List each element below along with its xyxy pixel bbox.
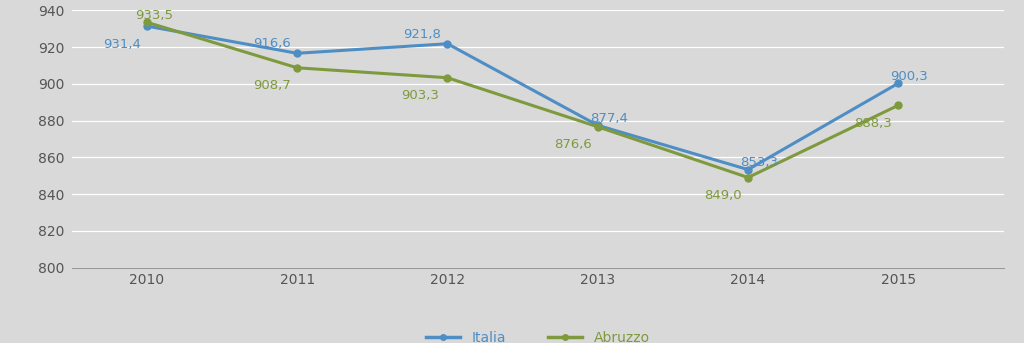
- Text: 888,3: 888,3: [854, 117, 892, 130]
- Abruzzo: [741, 176, 754, 180]
- Abruzzo: [140, 20, 153, 24]
- Text: 903,3: 903,3: [400, 89, 438, 102]
- Legend: Italia, Abruzzo: Italia, Abruzzo: [426, 331, 649, 343]
- Italia: [741, 167, 754, 172]
- Text: 908,7: 908,7: [253, 79, 291, 92]
- Text: 849,0: 849,0: [705, 189, 741, 202]
- Text: 853,3: 853,3: [740, 156, 778, 169]
- Italia: [892, 81, 904, 85]
- Abruzzo: [592, 125, 604, 129]
- Text: 931,4: 931,4: [102, 38, 140, 51]
- Italia: [441, 42, 454, 46]
- Line: Abruzzo: Abruzzo: [143, 19, 902, 181]
- Text: 933,5: 933,5: [135, 9, 173, 22]
- Text: 916,6: 916,6: [253, 37, 291, 50]
- Italia: [291, 51, 303, 55]
- Text: 876,6: 876,6: [554, 138, 592, 151]
- Text: 921,8: 921,8: [403, 27, 441, 40]
- Text: 900,3: 900,3: [891, 70, 929, 83]
- Italia: [592, 123, 604, 127]
- Italia: [140, 24, 153, 28]
- Line: Italia: Italia: [143, 23, 902, 173]
- Text: 877,4: 877,4: [590, 112, 628, 125]
- Abruzzo: [291, 66, 303, 70]
- Abruzzo: [892, 103, 904, 107]
- Abruzzo: [441, 76, 454, 80]
